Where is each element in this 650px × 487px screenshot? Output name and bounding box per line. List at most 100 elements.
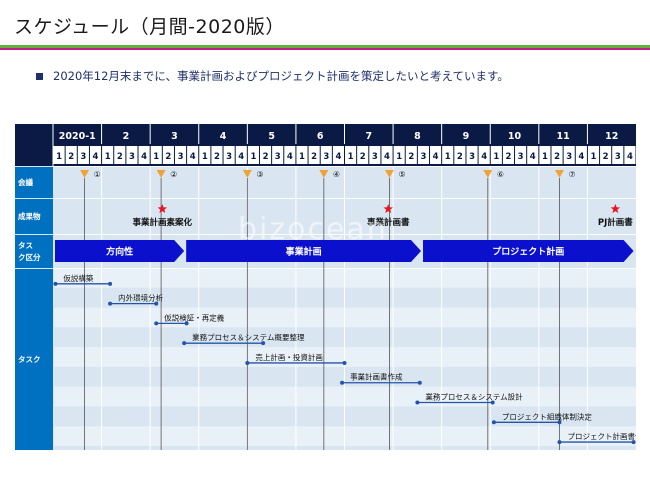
- week-cell: [551, 146, 563, 164]
- week-cell: [65, 146, 77, 164]
- week-label: 2: [263, 152, 269, 162]
- week-cell: [308, 146, 320, 164]
- week-label: 4: [335, 152, 341, 162]
- meeting-label: ②: [170, 170, 177, 179]
- week-cell: [612, 146, 624, 164]
- week-label: 4: [141, 152, 147, 162]
- week-cell: [235, 146, 247, 164]
- week-label: 1: [250, 152, 256, 162]
- task-end-dot: [154, 301, 159, 306]
- task-label: 売上計画・投資計画: [255, 352, 322, 362]
- week-cell: [272, 146, 284, 164]
- week-cell: [624, 146, 636, 164]
- meeting-marker-icon: [384, 170, 394, 178]
- week-cell: [211, 146, 223, 164]
- task-label: 業務プロセス＆システム概要整理: [192, 332, 305, 342]
- week-cell: [126, 146, 138, 164]
- week-label: 3: [226, 152, 232, 162]
- week-cell: [284, 146, 296, 164]
- task-end-dot: [557, 420, 562, 425]
- month-label: 9: [463, 131, 470, 142]
- week-cell: [575, 146, 587, 164]
- month-label: 2020-1: [59, 131, 96, 142]
- task-start-dot: [491, 420, 496, 425]
- week-label: 2: [408, 152, 414, 162]
- week-label: 4: [238, 152, 244, 162]
- week-label: 3: [275, 152, 281, 162]
- task-end-dot: [631, 440, 636, 445]
- slide-title: スケジュール（月間-2020版）: [14, 16, 285, 38]
- month-label: 2: [123, 131, 130, 142]
- goal-bullet: 2020年12月末までに、事業計画およびプロジェクト計画を策定したいと考えていま…: [36, 68, 509, 84]
- task-label: 事業計画書作成: [350, 372, 403, 382]
- row-label-deliverable-bg: [15, 199, 53, 234]
- week-cell: [223, 146, 235, 164]
- week-label: 3: [129, 152, 135, 162]
- task-start-dot: [340, 380, 345, 385]
- task-end-dot: [342, 360, 347, 365]
- gantt-chart: 2020-1 2 3 4 5 6 7 8 9 10 11 12 1 2 3 4 1 2 3 4 1 2 3 4 1 2 3 4 1 2 3 4…: [15, 124, 636, 450]
- week-cell: [454, 146, 466, 164]
- week-cell: [259, 146, 272, 164]
- title-rule-green: [0, 45, 650, 48]
- row-label-task: タスク: [18, 354, 41, 364]
- week-label: 2: [214, 152, 220, 162]
- deliverable-star-icon: [157, 204, 168, 213]
- task-end-dot: [417, 380, 422, 385]
- week-label: 4: [190, 152, 196, 162]
- week-label: 3: [615, 152, 621, 162]
- week-cell: [357, 146, 369, 164]
- meeting-marker-icon: [483, 170, 493, 178]
- watermark-text: bizocean: [238, 212, 388, 247]
- week-cell: [539, 146, 551, 164]
- week-label: 2: [554, 152, 560, 162]
- deliverable-label: 事業計画書: [367, 217, 410, 228]
- task-label: プロジェクト組織体制決定: [502, 411, 592, 421]
- week-label: 3: [420, 152, 426, 162]
- row-label-meeting: 会議: [18, 177, 33, 187]
- deliverable-star-icon: [610, 204, 621, 213]
- week-label: 1: [202, 152, 208, 162]
- week-label: 3: [178, 152, 184, 162]
- week-label: 2: [117, 152, 123, 162]
- meeting-marker-icon: [554, 170, 564, 178]
- week-label: 3: [372, 152, 378, 162]
- week-cell: [490, 146, 502, 164]
- task-start-dot: [108, 301, 113, 306]
- gantt-svg: 2020-1 2 3 4 5 6 7 8 9 10 11 121 2 3 4 1 2 3 4 1 2 3 4 1 2 3 4 1 2 3 4…: [15, 124, 636, 450]
- meeting-label: ⑦: [568, 170, 575, 179]
- week-label: 1: [445, 152, 451, 162]
- week-cell: [102, 146, 114, 164]
- meeting-label: ①: [94, 170, 101, 179]
- week-cell: [162, 146, 174, 164]
- month-label: 10: [508, 131, 522, 142]
- week-cell: [247, 146, 259, 164]
- week-cell: [430, 146, 442, 164]
- watermark-logo: bizocean: [238, 212, 388, 247]
- week-label: 4: [578, 152, 584, 162]
- week-label: 2: [506, 152, 512, 162]
- row-label-phase-line2: ク区分: [18, 252, 41, 262]
- week-label: 3: [566, 152, 572, 162]
- meeting-marker-icon: [80, 170, 90, 178]
- meeting-label: ⑤: [398, 170, 405, 179]
- week-label: 3: [80, 152, 86, 162]
- phase-arrow: [55, 240, 185, 262]
- week-label: 4: [384, 152, 390, 162]
- week-cell: [199, 146, 211, 164]
- phase-arrow: [186, 240, 422, 262]
- week-cell: [320, 146, 332, 164]
- week-label: 1: [493, 152, 499, 162]
- week-cell: [417, 146, 430, 164]
- week-cell: [53, 146, 65, 164]
- week-label: 1: [153, 152, 159, 162]
- week-cell: [89, 146, 102, 164]
- week-label: 4: [287, 152, 293, 162]
- week-label: 1: [591, 152, 597, 162]
- week-cell: [174, 146, 187, 164]
- month-label: 5: [268, 131, 275, 142]
- task-label: 内外環境分析: [118, 293, 163, 303]
- week-label: 4: [627, 152, 633, 162]
- phase-label: プロジェクト計画: [492, 246, 564, 258]
- task-label: 仮説構築: [63, 273, 93, 283]
